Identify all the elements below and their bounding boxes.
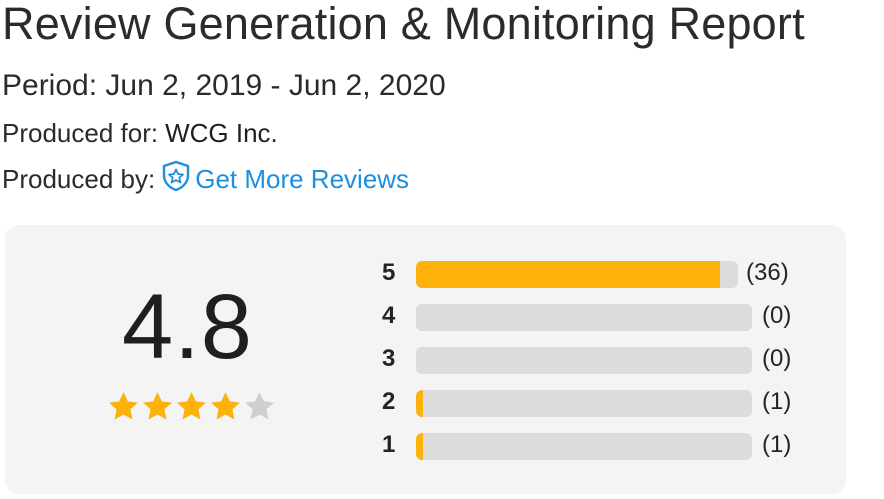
rating-star-level: 5: [382, 259, 396, 286]
rating-bar-track: [416, 304, 752, 331]
rating-count: (0): [762, 345, 792, 372]
star-filled-icon: [107, 390, 140, 422]
average-stars: [107, 390, 276, 422]
rating-star-level: 4: [382, 302, 396, 329]
rating-bar-track: [416, 347, 752, 374]
rating-count: (36): [746, 259, 789, 286]
produced-by-label: Produced by:: [2, 164, 156, 194]
rating-star-level: 3: [382, 345, 396, 372]
rating-bar-fill: [416, 261, 721, 288]
rating-star-level: 1: [382, 431, 396, 458]
rating-count: (0): [762, 302, 792, 329]
rating-bar-track: [416, 261, 738, 288]
rating-bar-fill: [416, 433, 423, 460]
star-filled-icon: [209, 390, 242, 422]
produced-for-line: Produced for: WCG Inc.: [2, 118, 278, 149]
shield-star-icon: [161, 160, 195, 199]
rating-bar-track: [416, 390, 752, 417]
rating-row-3: 3 (0): [382, 344, 812, 374]
brand-logo[interactable]: Get More Reviews: [161, 160, 409, 199]
rating-star-level: 2: [382, 388, 396, 415]
rating-row-5: 5 (36): [382, 258, 812, 288]
produced-by-line: Produced by: Get More Reviews: [2, 160, 409, 199]
brand-name: Get More Reviews: [195, 164, 410, 194]
rating-count: (1): [762, 388, 792, 415]
report-title: Review Generation & Monitoring Report: [2, 0, 805, 49]
average-rating: 4.8: [122, 276, 253, 378]
produced-for-label: Produced for:: [2, 118, 159, 148]
rating-bar-track: [416, 433, 752, 460]
rating-row-4: 4 (0): [382, 301, 812, 331]
rating-row-1: 1 (1): [382, 430, 812, 460]
star-filled-icon: [141, 390, 174, 422]
rating-bar-fill: [416, 390, 423, 417]
star-empty-icon: [243, 390, 276, 422]
produced-for-value: WCG Inc.: [165, 118, 278, 148]
report-period: Period: Jun 2, 2019 - Jun 2, 2020: [2, 69, 446, 102]
star-filled-icon: [175, 390, 208, 422]
rating-row-2: 2 (1): [382, 387, 812, 417]
rating-count: (1): [762, 431, 792, 458]
